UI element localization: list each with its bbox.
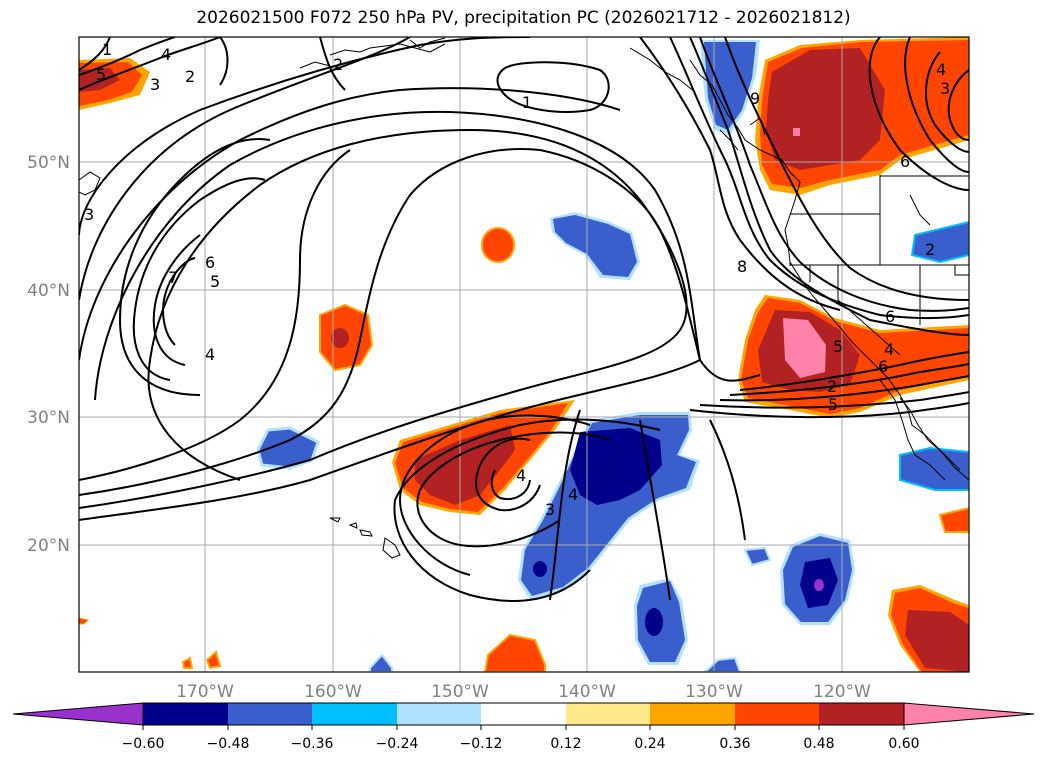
contour-label: 2 — [333, 55, 343, 74]
lon-label-140w: 140°W — [558, 682, 616, 702]
contour-label: 6 — [900, 152, 910, 171]
lon-label-130w: 130°W — [685, 682, 743, 702]
colorbar-tick: 0.24 — [634, 736, 665, 752]
colorbar-segment — [397, 703, 481, 725]
colorbar-tick: 0.48 — [803, 736, 834, 752]
lat-label-20n: 20°N — [27, 536, 70, 556]
contour-label: 5 — [833, 337, 843, 356]
contour-label: 3 — [940, 79, 950, 98]
longitude-labels: 170°W 160°W 150°W 140°W 130°W 120°W — [176, 682, 871, 702]
lon-label-150w: 150°W — [431, 682, 489, 702]
colorbar-tick: −0.12 — [460, 736, 503, 752]
colorbar-segment — [735, 703, 819, 725]
contour-label: 2 — [925, 240, 935, 259]
contour-label: 2 — [185, 67, 195, 86]
contour-label: 1 — [102, 40, 112, 59]
pv-contours — [79, 37, 969, 602]
lat-label-30n: 30°N — [27, 408, 70, 428]
colorbar-segment — [566, 703, 650, 725]
colorbar-tick: −0.60 — [122, 736, 165, 752]
contour-label: 6 — [885, 307, 895, 326]
colorbar-tick: 0.12 — [550, 736, 581, 752]
contour-label: 6 — [205, 253, 215, 272]
contour-label: 3 — [84, 205, 94, 224]
lon-label-160w: 160°W — [304, 682, 362, 702]
contour-label: 5 — [96, 65, 106, 84]
lon-label-170w: 170°W — [176, 682, 234, 702]
colorbar-extend-high — [903, 702, 1035, 726]
contour-label: 1 — [522, 93, 532, 112]
map-frame — [78, 36, 970, 673]
colorbar-segment — [312, 703, 397, 725]
colorbar-tick: 0.60 — [888, 736, 919, 752]
map-title: 2026021500 F072 250 hPa PV, precipitatio… — [196, 8, 851, 28]
map-area: 1 2 3 4 5 6 7 8 9 6 5 4 3 2 1 4 3 4 6 5 … — [79, 37, 969, 672]
latitude-labels: 50°N 40°N 30°N 20°N — [27, 153, 70, 556]
contour-label: 9 — [750, 89, 760, 108]
contour-label: 8 — [737, 257, 747, 276]
contour-label: 5 — [828, 395, 838, 414]
contour-label: 6 — [878, 357, 888, 376]
contour-label: 4 — [936, 60, 946, 79]
contour-label: 3 — [150, 75, 160, 94]
lat-label-50n: 50°N — [27, 153, 70, 173]
contour-label: 5 — [210, 272, 220, 291]
contour-label: 4 — [161, 45, 171, 64]
colorbar: −0.60 −0.48 −0.36 −0.24 −0.12 0.12 0.24 … — [12, 702, 1035, 752]
colorbar-segment — [650, 703, 735, 725]
contour-label: 7 — [168, 268, 178, 287]
contour-label: 4 — [516, 466, 526, 485]
colorbar-tick: −0.48 — [207, 736, 250, 752]
contour-label: 2 — [827, 377, 837, 396]
contour-label: 3 — [545, 500, 555, 519]
colorbar-tick: −0.36 — [291, 736, 334, 752]
precip-shading — [79, 37, 969, 672]
lon-label-120w: 120°W — [813, 682, 871, 702]
colorbar-tick: 0.36 — [719, 736, 750, 752]
contour-label: 4 — [568, 485, 578, 504]
contour-labels: 1 2 3 4 5 6 7 8 9 6 5 4 3 2 1 4 3 4 6 5 … — [84, 40, 950, 519]
colorbar-segment — [228, 703, 312, 725]
lat-label-40n: 40°N — [27, 281, 70, 301]
colorbar-segment — [143, 703, 228, 725]
contour-label: 4 — [205, 345, 215, 364]
contour-label: 4 — [884, 340, 894, 359]
colorbar-tick: −0.24 — [376, 736, 419, 752]
colorbar-segment — [481, 703, 566, 725]
colorbar-segment — [819, 703, 904, 725]
colorbar-extend-low — [12, 702, 144, 726]
